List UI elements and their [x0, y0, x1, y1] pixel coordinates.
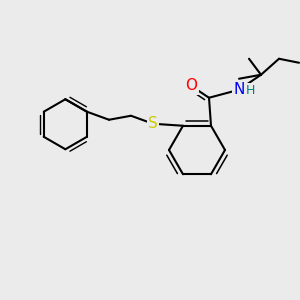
Text: O: O: [185, 78, 197, 93]
Text: H: H: [245, 84, 255, 97]
Text: S: S: [148, 116, 158, 131]
Text: N: N: [233, 82, 245, 97]
